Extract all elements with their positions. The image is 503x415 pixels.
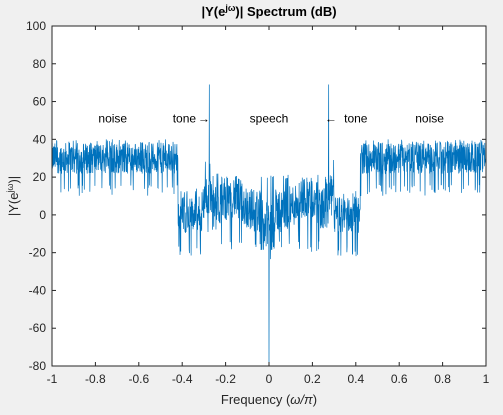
x-tick-label: 0.6 (391, 372, 408, 386)
x-tick-label: 0.4 (347, 372, 364, 386)
x-tick-label: -0.4 (172, 372, 193, 386)
y-axis-label: |Y(ejω)| (5, 176, 21, 216)
y-tick-label: -60 (29, 321, 47, 335)
y-tick-label: -80 (29, 359, 47, 373)
y-tick-label: 20 (33, 170, 47, 184)
x-tick-label: -0.6 (128, 372, 149, 386)
x-axis-label: Frequency (ω/π) (221, 392, 317, 407)
x-tick-label: 0.8 (434, 372, 451, 386)
chart-title: |Y(ejω)| Spectrum (dB) (201, 3, 336, 19)
annotation-text: ← (325, 111, 337, 125)
y-tick-label: 40 (33, 132, 47, 146)
x-tick-label: 1 (483, 372, 490, 386)
ticks-layer: -1 -0.8 -0.6 -0.4 -0.2 0 0.2 0.4 0.6 0.8 1 -80 -60 -4… (26, 19, 490, 386)
y-tick-label: 0 (39, 208, 46, 222)
y-tick-label: -20 (29, 246, 47, 260)
x-tick-label: -0.2 (215, 372, 236, 386)
y-tick-label: 60 (33, 95, 47, 109)
x-tick-label: 0.2 (304, 372, 321, 386)
x-tick-label: -1 (47, 372, 58, 386)
y-tick-label: -40 (29, 283, 47, 297)
annotation-text: noise (415, 111, 444, 125)
y-tick-label: 80 (33, 57, 47, 71)
annotation-text: noise (98, 111, 127, 125)
annotation-text: → (198, 111, 210, 125)
annotation-text: tone (344, 111, 368, 125)
annotation-text: tone (173, 111, 197, 125)
x-tick-label: -0.8 (85, 372, 106, 386)
y-tick-label: 100 (26, 19, 46, 33)
annotation-text: speech (250, 111, 289, 125)
annotation-layer: noise tone → speech ← tone noise (98, 111, 444, 125)
x-tick-label: 0 (266, 372, 273, 386)
